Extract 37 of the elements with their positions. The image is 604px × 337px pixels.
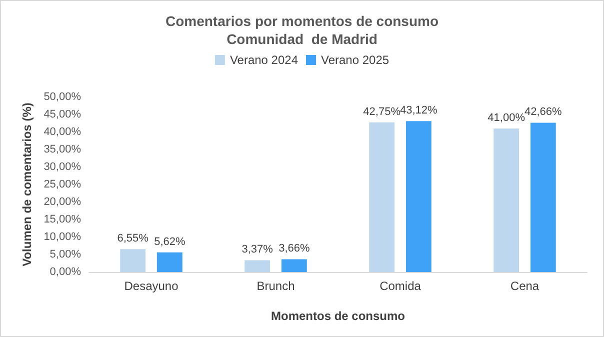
- x-tick-label: Desayuno: [124, 279, 179, 293]
- bar: [156, 252, 182, 272]
- bar: [406, 121, 432, 272]
- x-axis-title: Momentos de consumo: [270, 309, 406, 323]
- bar: [530, 122, 556, 272]
- y-tick-label: 25,00%: [44, 178, 82, 190]
- chart-subtitle: Comunidad de Madrid: [226, 31, 378, 47]
- bar: [120, 249, 146, 272]
- y-tick-label: 40,00%: [44, 126, 82, 138]
- y-tick-label: 0,00%: [50, 266, 82, 278]
- y-axis-title: Volumen de comentarios (%): [20, 102, 34, 266]
- legend-label: Verano 2024: [230, 53, 298, 67]
- y-tick-label: 20,00%: [44, 196, 82, 208]
- data-label: 3,66%: [278, 242, 310, 255]
- bar: [244, 260, 270, 272]
- y-tick-label: 45,00%: [44, 108, 82, 120]
- data-label: 5,62%: [154, 236, 186, 248]
- data-label: 41,00%: [488, 112, 526, 124]
- data-label: 43,12%: [400, 104, 438, 117]
- data-label: 42,75%: [363, 106, 401, 118]
- data-label: 3,37%: [242, 244, 274, 256]
- y-tick-label: 30,00%: [44, 161, 82, 173]
- data-label: 42,66%: [524, 106, 562, 118]
- y-tick-label: 35,00%: [44, 144, 82, 156]
- data-label: 6,55%: [117, 232, 149, 245]
- y-tick-label: 10,00%: [44, 231, 82, 243]
- y-tick-label: 5,00%: [50, 248, 82, 260]
- legend-label: Verano 2025: [321, 53, 390, 67]
- x-tick-label: Cena: [510, 279, 540, 293]
- bar: [281, 259, 307, 272]
- x-tick-label: Brunch: [256, 279, 295, 293]
- chart-title: Comentarios por momentos de consumo: [165, 13, 439, 29]
- x-tick-label: Comida: [380, 279, 422, 293]
- y-tick-label: 15,00%: [44, 214, 82, 226]
- bar: [369, 122, 395, 272]
- y-tick-label: 50,00%: [44, 91, 82, 103]
- bar: [494, 128, 520, 272]
